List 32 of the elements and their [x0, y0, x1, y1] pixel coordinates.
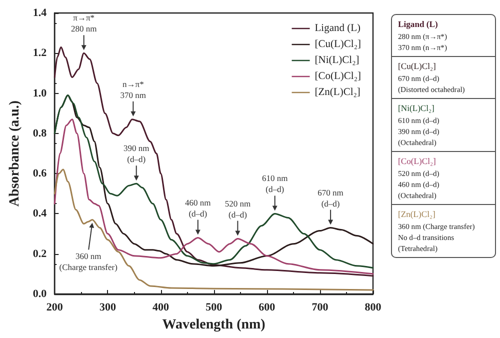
y-tick-label: 0.6: [32, 168, 48, 180]
y-tick-label: 0.0: [32, 288, 48, 300]
line-series: [54, 168, 374, 291]
annotation: 520 nm (d–d): [224, 198, 251, 220]
legend-label: [Co(L)Cl₂]: [314, 71, 362, 82]
x-tick-label: 700: [312, 302, 329, 314]
annotation: 610 nm (d–d): [262, 173, 288, 194]
y-tick-label: 0.2: [32, 248, 48, 260]
y-tick-label: 0.4: [32, 208, 48, 220]
x-axis-title: Wavelength (nm): [162, 318, 266, 332]
annotation: 360 nm (Charge transfer): [59, 251, 118, 272]
legend-label: [Cu(L)Cl₂]: [314, 39, 362, 50]
legend-label: [Ni(L)Cl₂]: [314, 55, 360, 66]
line-series: [54, 118, 374, 275]
annotation: 460 nm (d–d): [185, 197, 212, 218]
x-tick-label: 400: [152, 302, 170, 314]
legend-label: Ligand (L): [314, 23, 362, 34]
annotation: 390 nm (d–d): [123, 143, 150, 164]
y-tick-label: 1.0: [32, 87, 48, 100]
y-tick-label: 1.4: [32, 7, 48, 19]
x-tick-label: 600: [258, 302, 276, 314]
x-tick-label: 800: [364, 302, 382, 314]
annotation: 670 nm (d–d): [318, 187, 344, 208]
x-tick-label: 200: [46, 302, 64, 314]
x-tick-label: 300: [99, 302, 116, 314]
y-axis-title: Absorbance (a.u.): [8, 100, 22, 207]
y-tick-label: 1.2: [32, 47, 48, 60]
annotation: n→π* 370 nm: [120, 78, 146, 100]
legend-label: [Zn(L)Cl₂]: [314, 87, 360, 98]
annotation: π→π* 280 nm: [70, 12, 98, 34]
x-tick-label: 500: [206, 302, 223, 314]
y-tick-label: 0.8: [32, 127, 48, 140]
